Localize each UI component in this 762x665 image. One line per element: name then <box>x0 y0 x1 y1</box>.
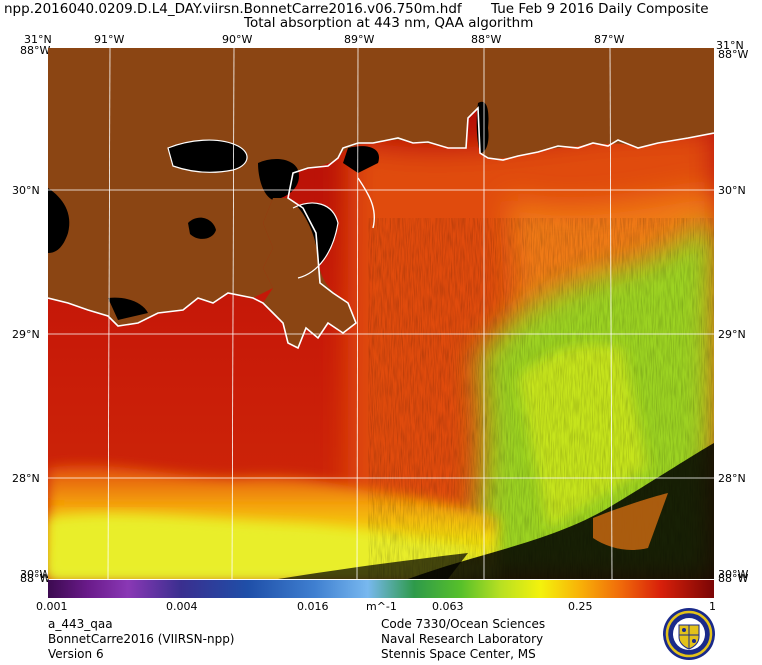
date-title: Tue Feb 9 2016 Daily Composite <box>491 1 709 17</box>
lon-label-88w-top: 88°W <box>471 33 502 46</box>
corner-overlay-top-left: 88°W <box>20 44 51 57</box>
colorbar-tick-025: 0.25 <box>568 600 593 613</box>
lat-label-29n-right: 29°N <box>718 328 746 341</box>
lon-label-90w-top: 90°W <box>222 33 253 46</box>
corner-overlay-bottom-left: 88°W <box>20 572 51 585</box>
colorbar-unit: m^-1 <box>366 600 397 613</box>
lat-label-30n-right: 30°N <box>718 184 746 197</box>
corner-overlay-top-right: 88°W <box>718 48 749 61</box>
corner-overlay-bottom-right: 88°W <box>718 572 749 585</box>
south-yellow-core <box>48 513 468 579</box>
org-name: Naval Research Laboratory <box>381 632 544 646</box>
lon-label-91w-top: 91°W <box>94 33 125 46</box>
org-location: Stennis Space Center, MS <box>381 647 536 661</box>
mississippi-sound-water <box>343 146 379 173</box>
inland-water-2 <box>108 297 148 320</box>
inland-water-1 <box>188 217 216 239</box>
org-code: Code 7330/Ocean Sciences <box>381 617 546 631</box>
grid-lon-91w <box>107 48 111 579</box>
land-louisiana-coast <box>48 48 714 326</box>
version: Version 6 <box>48 647 104 661</box>
product-title: Total absorption at 443 nm, QAA algorith… <box>244 15 534 31</box>
corner-label-top-left: 31°N <box>24 33 52 46</box>
grid-lon-87w <box>609 48 613 579</box>
colorbar-tick-0004: 0.004 <box>166 600 198 613</box>
colorbar-tick-0063: 0.063 <box>432 600 464 613</box>
lon-label-87w-top: 87°W <box>594 33 625 46</box>
nrl-seal-logo <box>662 607 716 661</box>
colorbar-tick-1: 1 <box>709 600 716 613</box>
lon-label-89w-top: 89°W <box>344 33 375 46</box>
coastline <box>48 106 714 350</box>
corner-label-top-right: 31°N <box>716 39 744 52</box>
nodata-band-s <box>278 553 468 579</box>
graticule <box>48 48 714 579</box>
product-name: a_443_qaa <box>48 617 113 631</box>
map-canvas <box>48 48 714 579</box>
corner-overlay-bottom-left-under: 30°W <box>20 568 51 581</box>
lat-label-29n-left: 29°N <box>12 328 40 341</box>
region-sensor: BonnetCarre2016 (VIIRSN-npp) <box>48 632 235 646</box>
lat-label-30n-left: 30°N <box>12 184 40 197</box>
corner-overlay-bottom-right-under: 30°W <box>718 568 749 581</box>
colorbar <box>48 580 714 598</box>
lake-outline <box>167 139 248 173</box>
colorbar-tick-0016: 0.016 <box>297 600 329 613</box>
colorbar-tick-0001: 0.001 <box>36 600 68 613</box>
lat-label-28n-right: 28°N <box>718 472 746 485</box>
lake-pontchartrain <box>168 140 248 173</box>
lat-label-28n-left: 28°N <box>12 472 40 485</box>
chandeleur-islands <box>357 177 375 229</box>
sound-outline <box>292 202 339 279</box>
colorbar-gradient <box>48 580 714 598</box>
absorption-map[interactable] <box>48 48 714 579</box>
grid-lon-89w <box>356 48 359 579</box>
filename-title: npp.2016040.0209.D.L4_DAY.viirsn.BonnetC… <box>4 1 462 17</box>
west-inland-water <box>48 188 70 253</box>
grid-lon-90w <box>231 48 235 579</box>
